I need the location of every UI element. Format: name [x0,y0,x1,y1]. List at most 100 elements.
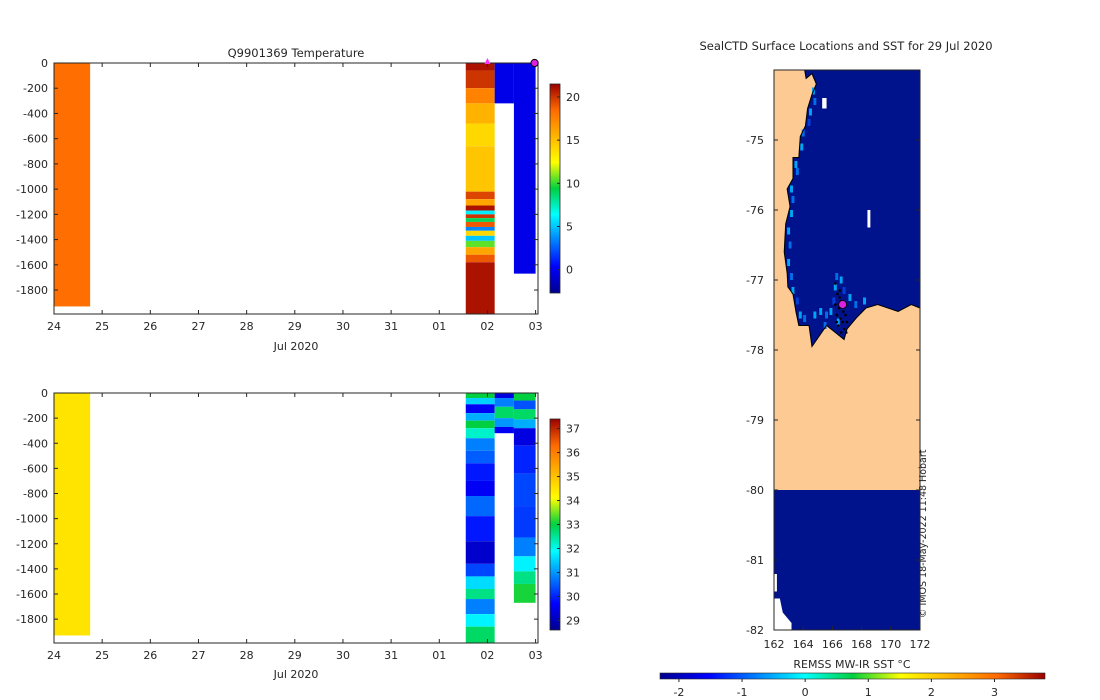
profile-0-layer-0 [54,393,91,636]
surface-location-point [842,310,845,313]
profile-1-layer-15 [465,588,495,600]
y-tick-label: 0 [41,387,48,400]
x-tick-label: 27 [191,320,205,333]
profile-1-layer-2 [465,404,495,414]
colorbar-tick-label: 36 [566,447,580,460]
profile-2-layer-1 [494,398,514,407]
colorbar-tick-label: 0 [566,264,573,277]
profile-0-layer-0 [54,63,91,307]
y-tick-label: -1200 [16,208,48,221]
coastal-sst-cell [829,308,833,315]
map-latitude-ticks: -75 -76 -77 -78 -79 -80 -81 -82 [746,134,920,637]
surface-location-point [844,331,848,334]
profile-3-layer-8 [513,537,536,557]
coastal-sst-cell [795,297,799,305]
x-tick-label: 25 [95,649,109,662]
profile-3-layer-9 [513,556,536,572]
y-tick-label: -1800 [16,284,48,297]
colorbar-tick-label: 29 [566,614,580,627]
coastal-sst-cell [819,308,823,315]
y-tick-label: -800 [23,158,48,171]
surface-location-point [844,313,847,317]
lon-tick-label: 162 [764,638,785,651]
y-tick-label: -600 [23,462,48,475]
profile-1-layer-12 [465,541,495,564]
colorbar-tick-label: 30 [566,590,580,603]
coastal-sst-cell [794,161,798,168]
missing-data-cell [867,210,871,228]
x-tick-label: 03 [529,320,543,333]
coastal-sst-cells [787,87,866,329]
profile-1-layer-9 [465,210,495,215]
x-tick-label: 30 [336,649,350,662]
profile-3-layer-2 [513,409,536,420]
coastal-sst-cell [848,294,852,301]
profile-1-layer-14 [465,230,495,236]
y-tick-label: -600 [23,133,48,146]
temperature-axes-box [53,62,539,315]
x-tick-label: 02 [480,649,494,662]
coastal-sst-cell [813,311,817,319]
coastal-sst-cell [836,318,840,326]
profile-1-layer-9 [465,480,495,497]
salinity-panel: 0 -200 -400 -600 -800 -1000 -1200 -1400 -1600 -18… [16,387,580,681]
lon-tick-label: 166 [822,638,843,651]
profile-1-layer-10 [465,214,495,219]
profile-1-layer-16 [465,240,495,248]
profile-2-layer-4 [494,426,514,434]
coastal-sst-cell [833,283,837,291]
coastal-sst-cell [787,259,791,266]
salinity-x-label: Jul 2020 [273,668,319,681]
coastal-sst-cell [809,108,812,116]
x-tick-label: 03 [529,649,543,662]
lat-tick-label: -78 [746,344,764,357]
colorbar-tick-label: 20 [566,91,580,104]
current-location-marker [838,300,848,309]
coastal-sst-cell [788,241,792,249]
coastal-sst-cell [790,185,793,193]
coastal-sst-cell [807,119,811,126]
surface-location-point [839,331,843,334]
surface-location-point [838,296,841,299]
temperature-profiles [54,63,536,314]
coastline [774,69,921,348]
y-tick-label: -200 [23,412,48,425]
profile-3-layer-0 [513,63,536,274]
temperature-title: Q9901369 Temperature [228,46,365,60]
profile-3-layer-1 [513,400,536,410]
profile-1-layer-18 [465,626,495,643]
map-colorbar-label: REMSS MW-IR SST °C [793,658,911,671]
missing-data-cell [822,98,827,109]
profile-1-layer-1 [465,398,495,405]
profile-1-layer-3 [465,413,495,421]
salinity-x-ticks: 24 25 26 27 28 29 30 31 01 02 03 [47,393,543,662]
salinity-axes-box [53,392,539,644]
x-tick-label: 02 [480,320,494,333]
map-colorbar [659,672,1046,680]
profile-3-layer-11 [513,583,536,603]
temperature-x-label: Jul 2020 [273,340,319,353]
coastal-sst-cell [854,301,858,308]
profile-time-marker [484,58,491,64]
profile-1-layer-8 [465,463,495,481]
temperature-x-ticks: 24 25 26 27 28 29 30 31 01 02 03 [47,63,543,333]
y-tick-label: -800 [23,488,48,501]
map-colorbar-tick-label: 1 [865,686,872,699]
profile-1-layer-16 [465,599,495,615]
sst-field [774,69,921,630]
temperature-colorbar [549,83,561,294]
profile-1-layer-19 [465,262,495,314]
coastal-sst-cell [813,98,817,105]
coastal-sst-cell [791,287,795,294]
profile-1-layer-17 [465,247,495,255]
y-tick-label: -1000 [16,513,48,526]
salinity-profiles [54,393,536,643]
profile-1-layer-11 [465,218,495,222]
surface-location-point [836,324,840,327]
missing-data-cells [774,98,871,630]
profile-1-layer-1 [465,70,495,89]
y-tick-label: -400 [23,107,48,120]
lon-tick-label: 164 [793,638,814,651]
profile-3-layer-3 [513,419,536,429]
